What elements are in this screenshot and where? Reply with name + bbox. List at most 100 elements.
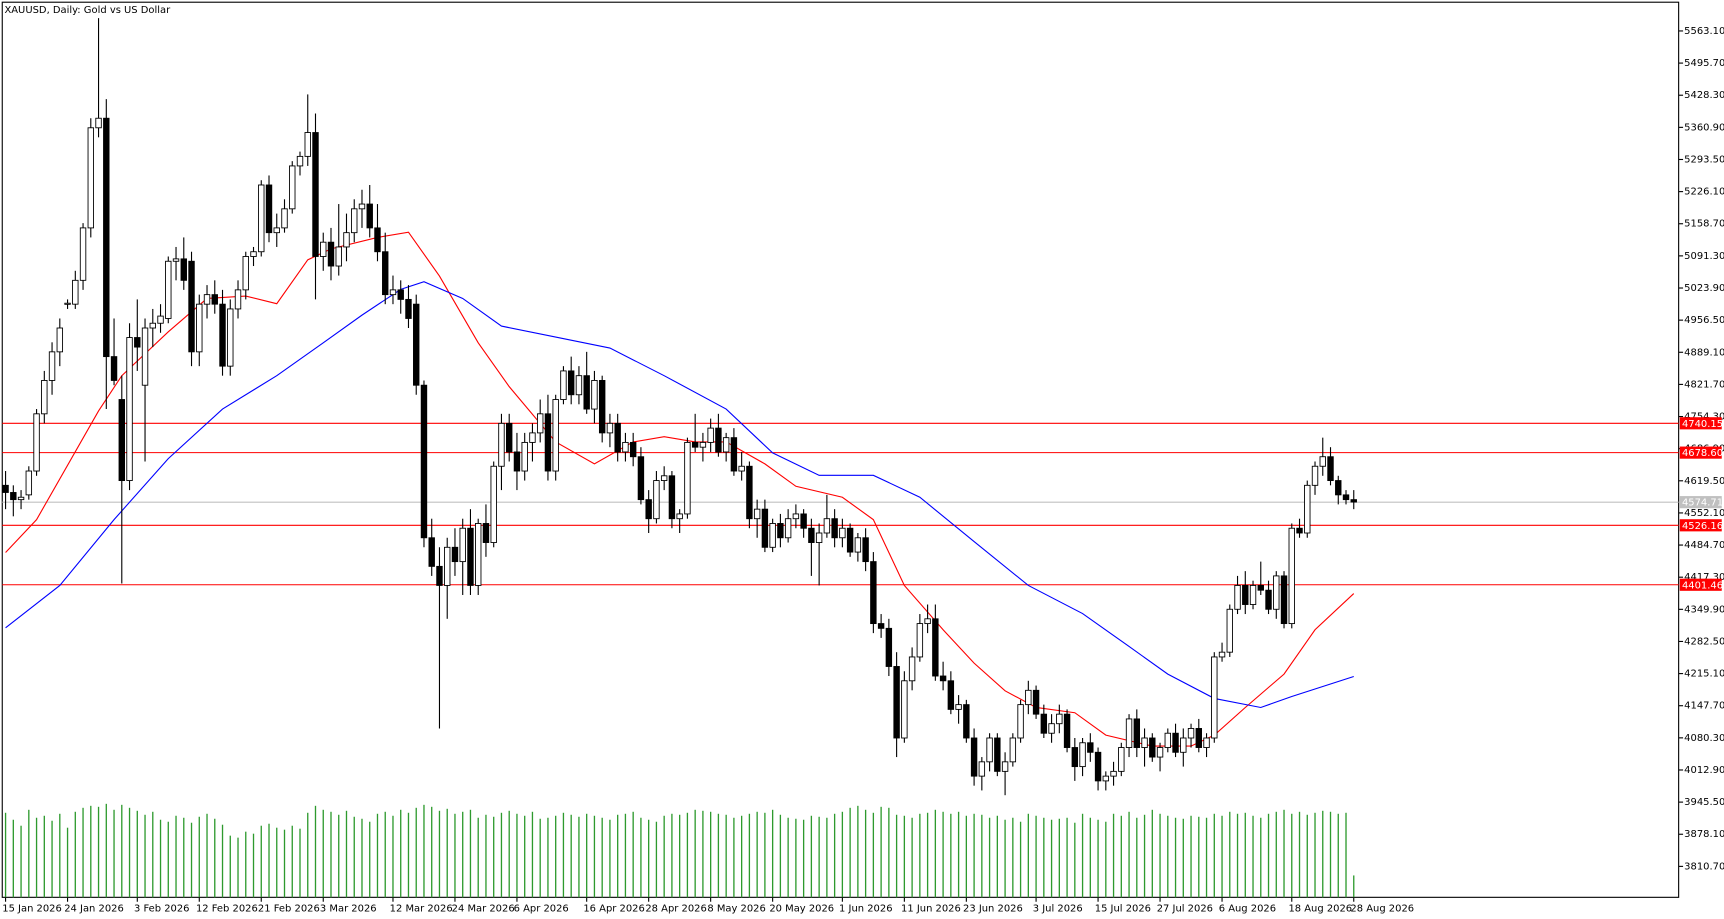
chart-title: XAUUSD, Daily: Gold vs US Dollar xyxy=(4,5,171,16)
candle-body xyxy=(730,437,738,472)
candle-body xyxy=(1273,575,1280,610)
candle-body xyxy=(17,496,25,501)
candle-body xyxy=(1079,742,1086,768)
candle-body xyxy=(567,370,575,396)
candle-body xyxy=(908,656,916,682)
x-tick-label: 24 Jan 2026 xyxy=(64,903,124,914)
candle-body xyxy=(505,422,513,453)
candle-body xyxy=(932,618,939,677)
candle-body xyxy=(211,294,218,305)
candle-body xyxy=(25,470,33,496)
candle-body xyxy=(320,241,327,257)
x-tick-label: 23 Jun 2026 xyxy=(963,903,1023,914)
x-tick-label: 24 Mar 2026 xyxy=(452,903,515,914)
candle-body xyxy=(312,132,319,257)
y-tick-label: 3878.10 xyxy=(1684,829,1724,840)
candle-body xyxy=(901,680,908,739)
candle-body xyxy=(1172,732,1179,753)
candle-body xyxy=(1226,608,1233,653)
candle-body xyxy=(668,475,676,520)
candle-body xyxy=(188,260,195,353)
x-tick-label: 3 Jul 2026 xyxy=(1033,903,1083,914)
x-tick-label: 12 Mar 2026 xyxy=(390,903,453,914)
candle-body xyxy=(1032,689,1040,715)
candle-body xyxy=(606,422,614,434)
candle-body xyxy=(691,441,699,448)
candle-body xyxy=(699,441,707,448)
candle-body xyxy=(854,537,862,553)
candle-body xyxy=(1040,713,1048,734)
y-tick-label: 3945.50 xyxy=(1684,797,1724,808)
candle-body xyxy=(753,508,761,520)
x-tick-label: 16 Apr 2026 xyxy=(583,903,644,914)
current-price-box xyxy=(1679,496,1722,509)
candle-body xyxy=(947,680,955,710)
candle-body xyxy=(939,675,947,682)
candle-body xyxy=(1265,589,1272,610)
level-label-box xyxy=(1679,578,1722,591)
candle-body xyxy=(1009,737,1017,763)
candle-body xyxy=(397,289,404,300)
candle-body xyxy=(924,618,931,625)
x-tick-label: 3 Feb 2026 xyxy=(134,903,190,914)
candle-body xyxy=(738,465,745,472)
candle-body xyxy=(552,399,559,472)
candle-body xyxy=(986,737,993,763)
candle-body xyxy=(482,523,490,543)
plot-frame xyxy=(1,1,1680,898)
candle-body xyxy=(978,761,986,777)
candle-body xyxy=(1110,770,1117,777)
candle-body xyxy=(800,513,807,529)
candle-body xyxy=(126,337,133,482)
candle-body xyxy=(916,623,924,658)
candle-body xyxy=(622,441,629,453)
candle-body xyxy=(382,251,389,296)
candle-body xyxy=(103,117,110,358)
y-tick-label: 5495.70 xyxy=(1684,58,1724,69)
y-tick-label: 5293.50 xyxy=(1684,154,1724,165)
candle-body xyxy=(1234,584,1241,610)
candle-body xyxy=(777,523,784,539)
candle-body xyxy=(343,232,350,248)
candle-body xyxy=(196,303,203,353)
candle-body xyxy=(784,518,792,539)
x-tick-label: 12 Feb 2026 xyxy=(196,903,258,914)
candle-body xyxy=(10,492,17,501)
candle-body xyxy=(722,437,730,453)
candle-layer xyxy=(2,18,1357,796)
candle-body xyxy=(1280,575,1288,625)
level-label: 4401.46 xyxy=(1682,580,1723,591)
candle-body xyxy=(792,513,800,520)
candle-body xyxy=(1288,527,1295,625)
y-tick-label: 4552.10 xyxy=(1684,508,1724,519)
candle-body xyxy=(110,356,118,381)
x-tick-label: 15 Jul 2026 xyxy=(1095,903,1151,914)
candle-body xyxy=(41,380,48,415)
candle-body xyxy=(1218,651,1226,658)
candle-body xyxy=(1249,584,1257,605)
candle-body xyxy=(459,527,466,563)
candle-body xyxy=(203,294,211,305)
candle-body xyxy=(955,704,962,710)
candle-body xyxy=(475,523,482,586)
candle-body xyxy=(885,627,893,667)
y-tick-label: 5360.90 xyxy=(1684,122,1724,133)
x-tick-label: 18 Aug 2026 xyxy=(1288,903,1352,914)
y-tick-label: 4889.10 xyxy=(1684,347,1724,358)
candle-body xyxy=(839,527,846,539)
candle-body xyxy=(963,704,970,739)
candle-body xyxy=(660,475,668,482)
candle-body xyxy=(56,327,64,353)
candle-body xyxy=(521,441,528,472)
candle-body xyxy=(304,132,311,157)
candle-body xyxy=(1195,728,1202,748)
y-tick-label: 4012.90 xyxy=(1684,765,1724,776)
candle-body xyxy=(250,251,257,257)
candle-body xyxy=(637,456,645,501)
candle-body xyxy=(172,258,180,262)
y-tick-label: 5428.30 xyxy=(1684,90,1724,101)
candle-body xyxy=(715,427,722,453)
candle-body xyxy=(1025,689,1032,706)
candle-body xyxy=(428,537,435,567)
candle-body xyxy=(234,289,242,310)
